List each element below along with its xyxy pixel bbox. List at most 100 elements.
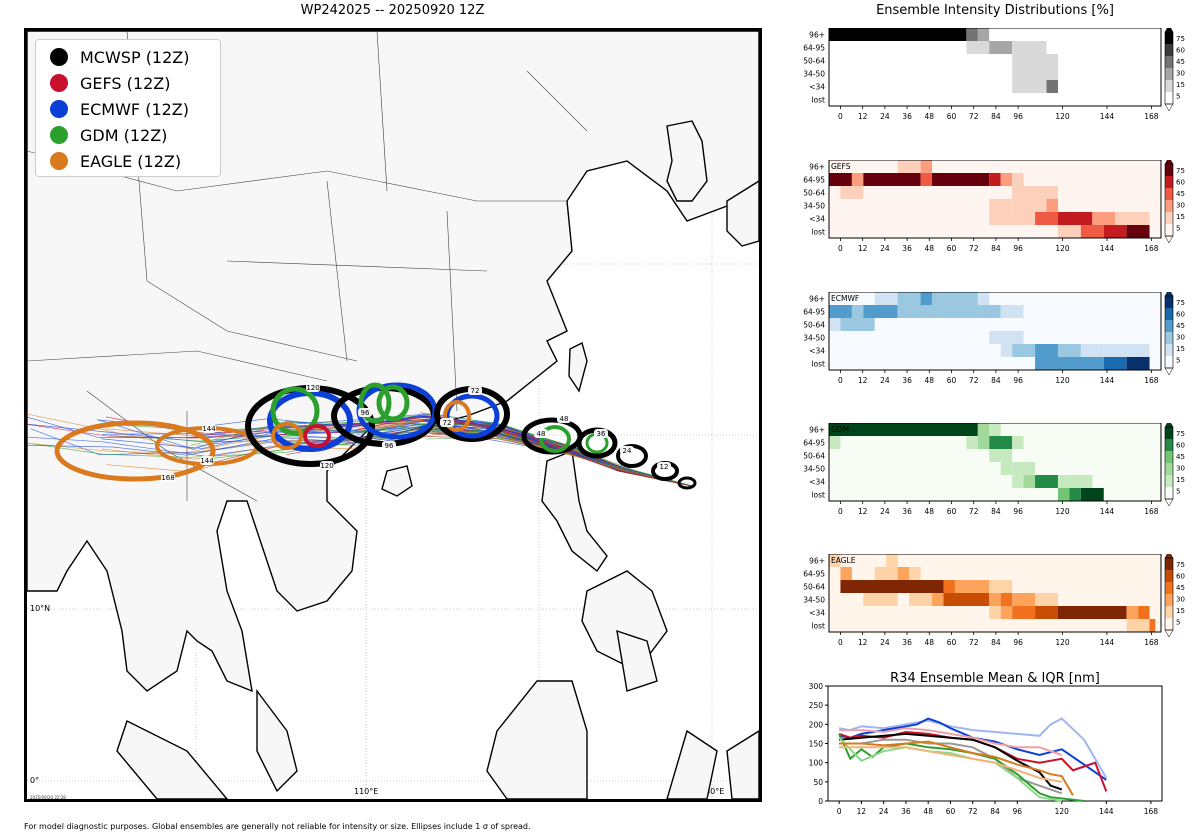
intensity-cell [954,580,990,593]
intensity-cell [943,41,967,54]
colorbar-swatch [1165,188,1173,200]
legend-item: ECMWF (12Z) [42,96,214,122]
x-tick-label: 144 [1100,376,1115,385]
intensity-cell [1035,606,1058,619]
intensity-cell [1012,606,1036,619]
colorbar-arrow [1164,292,1174,297]
province-border [27,150,567,202]
x-tick-label: 0 [838,244,843,253]
intensity-cell [943,593,990,606]
x-tick-label: 96 [1013,507,1023,516]
intensity-cell [897,160,921,173]
spread-ellipse [54,420,216,482]
intensity-cell [966,186,1013,199]
colorbar-tick-label: 75 [1176,167,1185,175]
legend-marker [50,100,68,118]
legend-item: GDM (12Z) [42,122,214,148]
intensity-row-label: 34-50 [803,202,825,211]
colorbar-swatch [1165,618,1173,630]
x-tick-label: 72 [969,376,979,385]
colorbar-frame [1164,31,1174,105]
colorbar-swatch [1165,582,1173,594]
panel-frame [828,160,1162,239]
intensity-cell [977,436,990,449]
colorbar-swatch [1165,200,1173,212]
intensity-cell [989,212,1036,225]
x-tick-label: 48 [925,638,935,647]
x-tick-label: 96 [1013,638,1023,647]
hour-label-bg [468,386,482,395]
intensity-row-label: lost [811,228,825,237]
colorbar-tick-label: 5 [1176,357,1180,365]
intensity-row-label: 96+ [809,295,825,304]
x-tick-label: 24 [880,507,890,516]
colorbar-tick-label: 15 [1176,81,1185,89]
x-tick-label: 168 [1144,638,1159,647]
x-tick-label: 48 [925,112,935,121]
intensity-cell [1092,212,1116,225]
x-tick-label: 0 [838,638,843,647]
x-tick-label: 96 [1012,807,1022,816]
intensity-cell [1012,173,1024,186]
track-map[interactable]: 40°N30°N20°N10°N0°100°E110°E120°E130°E20… [24,28,762,802]
intensity-panel-mcwsp: 96+ 64-95 50-64 34-50 <34 lost 0 12 24 36 48 60 72 84… [803,28,1185,121]
intensity-cell [1023,331,1047,344]
x-tick-label: 72 [969,507,979,516]
intensity-cell [909,593,933,606]
intensity-cell [1000,462,1013,475]
hour-label-bg [358,408,372,417]
intensity-row-label: 64-95 [803,570,825,579]
colorbar-swatch [1165,606,1173,618]
intensity-row-label: 96+ [809,31,825,40]
intensity-cell [1057,344,1081,357]
hour-label: 120 [320,462,333,470]
intensity-cell [1126,357,1150,370]
province-border [27,350,328,382]
x-tick-label: 168 [1144,244,1159,253]
intensity-cell [1046,80,1058,93]
intensity-cell [966,28,978,41]
intensity-cell [1012,54,1058,67]
colorbar-arrow [1164,160,1174,165]
colorbar-swatch [1165,475,1173,487]
hour-label-bg [657,462,671,471]
province-border [326,180,348,362]
intensity-cell [966,41,990,54]
intensity-row-label: 34-50 [803,334,825,343]
colorbar-swatch [1165,570,1173,582]
land-mass [381,465,413,497]
intensity-cell [909,567,921,580]
legend-item: GEFS (12Z) [42,70,214,96]
intensity-row-label: 34-50 [803,70,825,79]
intensity-row-label: <34 [809,215,825,224]
intensity-cell [1138,606,1150,619]
intensity-cell [1012,186,1058,199]
x-tick-label: 48 [925,376,935,385]
intensity-row-label: 34-50 [803,596,825,605]
intensity-cell [874,292,898,305]
intensity-cell [897,292,921,305]
colorbar-swatch [1165,332,1173,344]
intensity-cell [989,423,1001,436]
x-tick-label: 120 [1055,376,1070,385]
hour-label-bg [620,446,634,455]
colorbar-swatch [1165,463,1173,475]
intensity-cell [954,331,967,344]
colorbar-tick-label: 60 [1176,47,1185,55]
intensity-row-label: 50-64 [803,321,825,330]
x-tick-label: 36 [902,112,912,121]
x-tick-label: 48 [923,807,933,816]
intensity-cell [920,160,933,173]
intensity-row-label: 96+ [809,426,825,435]
intensity-cell [989,344,1001,357]
intensity-cell [829,318,841,331]
x-tick-label: 120 [1055,507,1070,516]
intensity-cell [977,423,990,436]
x-tick-label: 84 [991,112,1001,121]
intensity-cell [1080,488,1104,501]
intensity-cell [989,331,1024,344]
lon-label: 110°E [354,787,378,796]
intensity-cell [1057,606,1127,619]
x-tick-label: 60 [947,507,957,516]
colorbar-tick-label: 30 [1176,596,1185,604]
